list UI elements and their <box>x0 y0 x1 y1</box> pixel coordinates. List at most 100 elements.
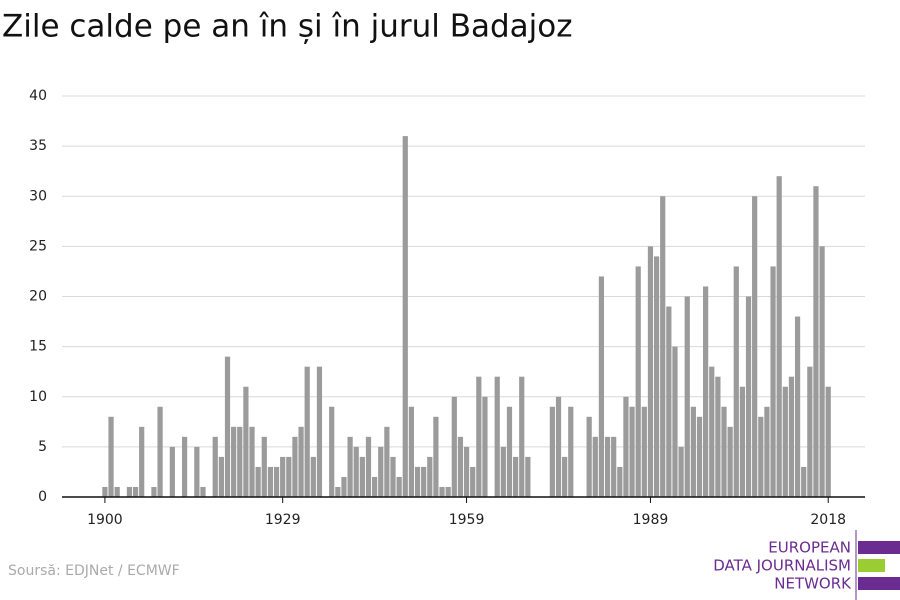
bar <box>641 406 647 497</box>
bar <box>549 406 555 497</box>
logo-text: NETWORK <box>774 575 852 593</box>
bar <box>825 386 831 497</box>
bar <box>378 446 384 497</box>
bar <box>310 456 316 497</box>
bar <box>218 456 224 497</box>
bar <box>396 476 402 497</box>
bar <box>703 286 709 497</box>
bar <box>598 276 605 497</box>
chart-title: Zile calde pe an în și în jurul Badajoz <box>2 9 573 45</box>
x-tick-label: 1900 <box>87 512 123 528</box>
bar <box>562 456 568 497</box>
bar <box>132 486 139 497</box>
bar <box>445 486 451 497</box>
bar <box>329 406 335 497</box>
bar <box>819 246 825 497</box>
bar <box>678 446 684 497</box>
bar <box>776 176 782 497</box>
bar <box>255 466 261 497</box>
bar <box>102 486 108 497</box>
bar <box>512 456 519 497</box>
bar <box>261 436 267 497</box>
logo-bar <box>858 541 900 554</box>
bar <box>421 466 427 497</box>
bar <box>372 476 378 497</box>
bar <box>139 426 145 497</box>
bar <box>304 366 310 497</box>
bar <box>108 416 114 497</box>
bar <box>359 456 365 497</box>
bar <box>635 266 641 497</box>
x-tick-label: 1989 <box>633 512 669 528</box>
x-tick-label: 1929 <box>265 512 301 528</box>
bar <box>126 486 133 497</box>
bar <box>365 436 372 497</box>
bar <box>684 296 690 497</box>
bar <box>653 256 660 497</box>
bar <box>181 436 188 497</box>
bar <box>433 416 439 497</box>
bar <box>402 136 408 497</box>
bar <box>525 456 531 497</box>
logo-bar <box>858 577 900 590</box>
bar <box>237 426 243 497</box>
bar <box>721 406 727 497</box>
bar <box>231 426 237 497</box>
y-tick-label: 5 <box>38 439 47 455</box>
y-tick-label: 40 <box>29 88 47 104</box>
bar <box>623 396 629 497</box>
bar <box>335 486 341 497</box>
bar <box>457 436 464 497</box>
x-tick-label: 2018 <box>810 512 846 528</box>
logo-text: EUROPEAN <box>768 539 851 557</box>
bar <box>482 396 488 497</box>
bar <box>249 426 255 497</box>
bar <box>813 186 819 497</box>
bar <box>782 386 788 497</box>
bar <box>752 196 758 497</box>
bar <box>408 406 415 497</box>
logo-bar <box>858 559 885 572</box>
source: Soursă: EDJNet / ECMWF <box>8 563 180 579</box>
bar <box>696 416 703 497</box>
bar <box>611 436 617 497</box>
bar <box>243 386 249 497</box>
bar <box>709 366 715 497</box>
bar <box>200 486 206 497</box>
bar <box>463 446 470 497</box>
bar <box>794 316 801 497</box>
bar <box>592 436 598 497</box>
y-tick-label: 0 <box>38 489 47 505</box>
y-tick-label: 35 <box>29 138 47 154</box>
x-tick-label: 1959 <box>449 512 485 528</box>
bar <box>439 486 445 497</box>
bar <box>500 446 506 497</box>
bar <box>690 406 696 497</box>
bar <box>629 406 635 497</box>
bar <box>267 466 274 497</box>
bar <box>647 246 654 497</box>
bar <box>568 406 574 497</box>
bar <box>470 466 476 497</box>
bar <box>341 476 347 497</box>
bar <box>807 366 813 497</box>
y-tick-label: 15 <box>29 339 47 355</box>
bar <box>727 426 733 497</box>
bar <box>316 366 323 497</box>
bar <box>280 456 286 497</box>
bar <box>788 376 795 497</box>
logo-text: DATA JOURNALISM <box>713 557 851 575</box>
bar <box>353 446 359 497</box>
bar <box>298 426 304 497</box>
y-tick-label: 20 <box>29 289 47 305</box>
bar <box>519 376 525 497</box>
bar <box>194 446 200 497</box>
bar <box>715 376 721 497</box>
bar <box>427 456 433 497</box>
y-tick-label: 30 <box>29 188 47 204</box>
bar <box>476 376 482 497</box>
bar <box>451 396 457 497</box>
bar <box>672 346 678 497</box>
bar <box>157 406 163 497</box>
